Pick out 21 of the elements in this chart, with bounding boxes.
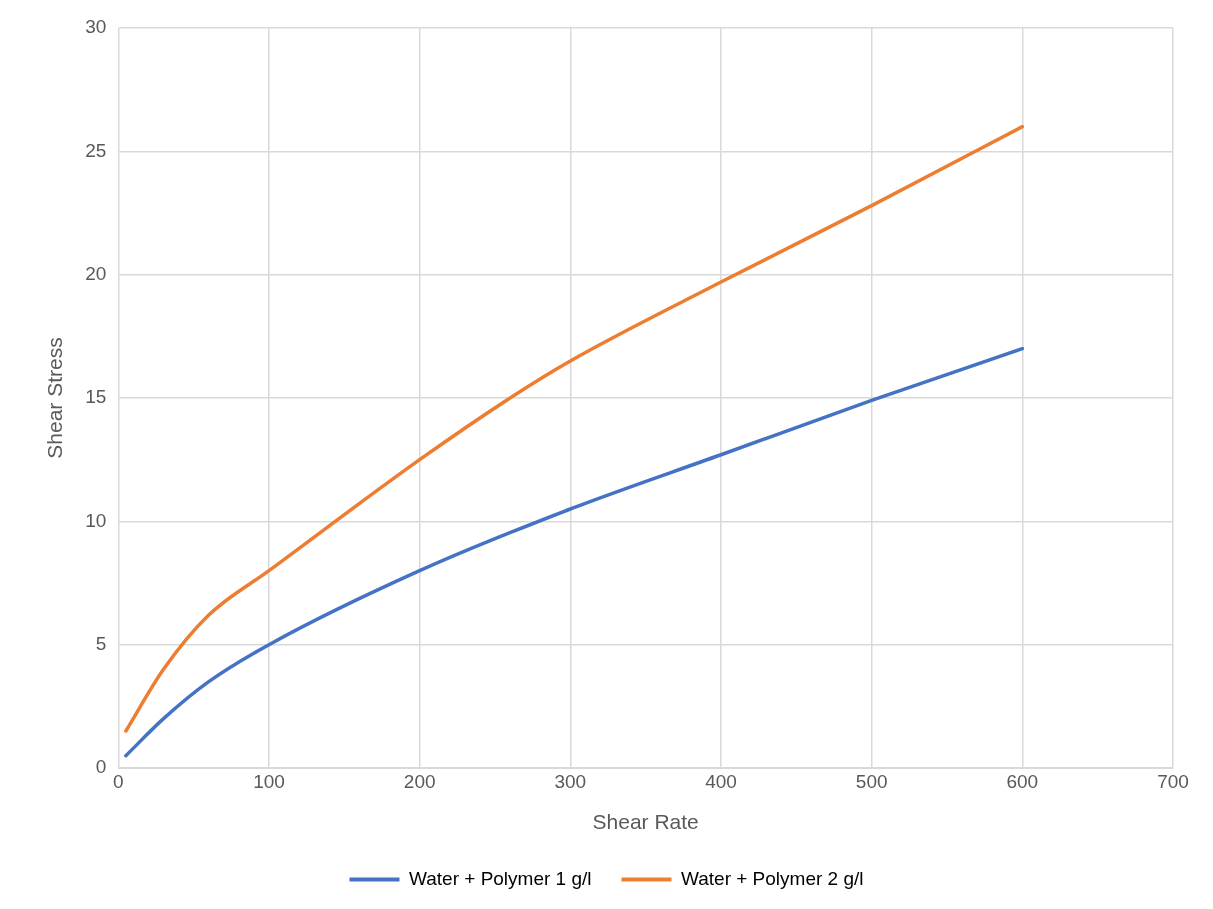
y-axis-title: Shear Stress (43, 337, 67, 459)
x-tick-label: 200 (403, 770, 436, 792)
y-tick-label: 0 (95, 756, 107, 778)
x-axis-title: Shear Rate (592, 810, 699, 834)
x-tick-label: 700 (1157, 770, 1189, 792)
legend-label: Water + Polymer 1 g/l (409, 867, 592, 889)
y-tick-label: 30 (85, 16, 107, 38)
y-tick-label: 15 (85, 386, 107, 408)
x-tick-label: 500 (855, 770, 888, 792)
line-series (124, 124, 1025, 733)
x-tick-label: 400 (705, 770, 737, 792)
x-tick-label: 100 (253, 770, 285, 792)
y-tick-label: 25 (85, 139, 107, 161)
x-tick-label: 600 (1006, 770, 1039, 792)
legend-label: Water + Polymer 2 g/l (681, 867, 864, 889)
x-tick-label: 0 (113, 770, 124, 792)
y-tick-label: 10 (85, 509, 107, 531)
y-tick-label: 5 (95, 632, 107, 654)
y-tick-label: 20 (85, 262, 107, 284)
line-series (124, 346, 1025, 758)
x-tick-label: 300 (554, 770, 587, 792)
